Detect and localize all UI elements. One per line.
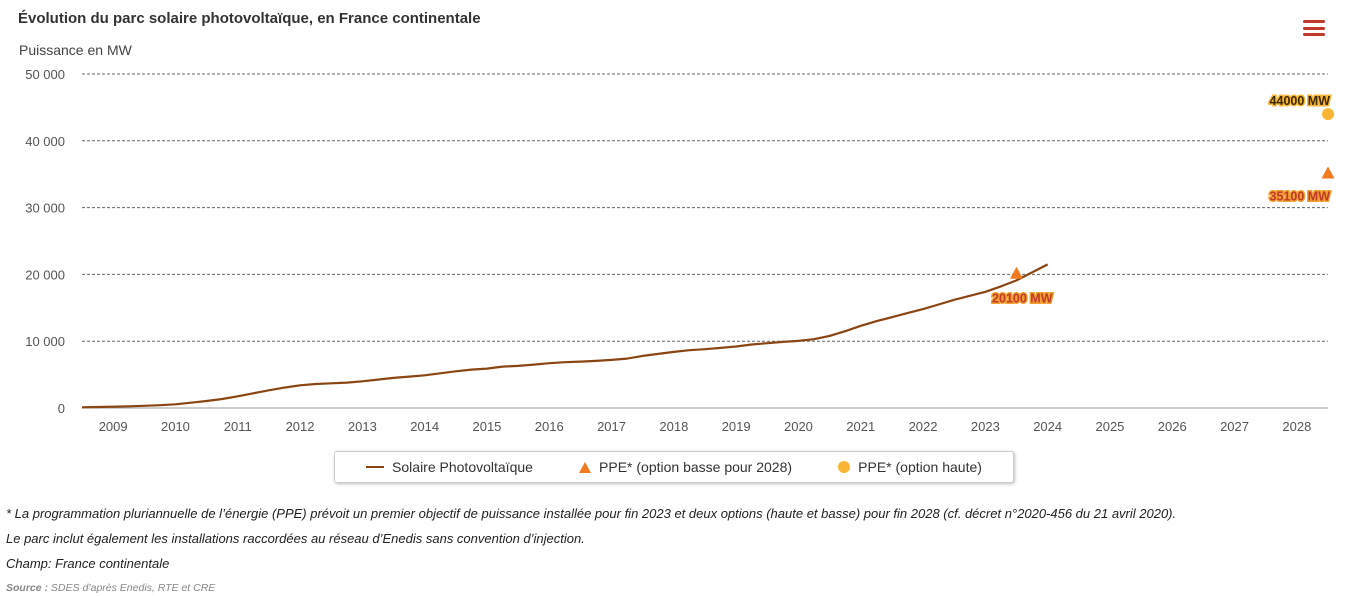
y-tick-label: 0 — [58, 401, 65, 416]
triangle-swatch-icon — [579, 461, 592, 473]
x-tick-label: 2020 — [784, 419, 813, 434]
source-line: Source : SDES d’après Enedis, RTE et CRE — [6, 582, 215, 594]
y-axis-title: Puissance en MW — [19, 42, 133, 58]
legend-label: Solaire Photovoltaïque — [392, 459, 533, 475]
data-label: 35100 MW — [1270, 190, 1331, 204]
x-tick-label: 2013 — [348, 419, 377, 434]
y-tick-label: 30 000 — [25, 201, 65, 216]
dot-marker — [1322, 108, 1334, 121]
x-tick-label: 2011 — [224, 419, 252, 434]
x-tick-label: 2012 — [286, 419, 315, 434]
x-tick-label: 2028 — [1282, 419, 1311, 434]
note-enedis: Le parc inclut également les installatio… — [6, 531, 585, 546]
chart-area: Puissance en MW 0 10 000 20 000 30 000 40 00… — [19, 42, 1335, 434]
legend-label: PPE* (option haute) — [858, 459, 982, 475]
x-tick-label: 2027 — [1220, 419, 1249, 434]
legend: Solaire Photovoltaïque PPE* (option bass… — [334, 451, 1014, 483]
legend-item-ppe-haute[interactable]: PPE* (option haute) — [838, 459, 982, 475]
menu-bar — [1303, 26, 1325, 30]
x-tick-label: 2025 — [1095, 419, 1124, 434]
x-tick-label: 2016 — [535, 419, 564, 434]
dot-swatch-icon — [838, 461, 851, 473]
x-tick-label: 2021 — [846, 419, 875, 434]
triangle-marker — [1010, 266, 1023, 279]
x-tick-label: 2024 — [1033, 419, 1062, 434]
x-tick-label: 2015 — [472, 419, 501, 434]
line-swatch-icon — [366, 466, 385, 468]
note-ppe: * La programmation pluriannuelle de l’én… — [6, 506, 1177, 521]
source-text: SDES d’après Enedis, RTE et CRE — [48, 582, 216, 594]
x-tick-label: 2009 — [99, 419, 128, 434]
x-tick-label: 2018 — [659, 419, 688, 434]
chart-title: Évolution du parc solaire photovoltaïque… — [18, 10, 481, 27]
x-tick-label: 2014 — [410, 419, 439, 434]
y-tick-label: 40 000 — [25, 134, 65, 149]
y-tick-label: 10 000 — [25, 334, 65, 349]
y-tick-label: 20 000 — [25, 267, 65, 282]
legend-item-solaire[interactable]: Solaire Photovoltaïque — [366, 459, 533, 475]
x-tick-label: 2026 — [1158, 419, 1187, 434]
triangle-marker — [1321, 166, 1335, 179]
legend-item-ppe-basse[interactable]: PPE* (option basse pour 2028) — [579, 459, 792, 475]
data-label: 44000 MW — [1270, 94, 1331, 108]
x-tick-label: 2019 — [722, 419, 751, 434]
hamburger-menu-icon[interactable] — [1303, 20, 1325, 38]
data-label: 20100 MW — [992, 292, 1053, 306]
x-tick-label: 2022 — [909, 419, 938, 434]
legend-label: PPE* (option basse pour 2028) — [599, 459, 793, 475]
x-tick-label: 2010 — [161, 419, 190, 434]
x-tick-label: 2017 — [597, 419, 626, 434]
menu-bar — [1303, 33, 1325, 36]
note-champ: Champ: France continentale — [6, 556, 170, 571]
menu-bar — [1303, 20, 1325, 23]
series-line-solaire — [81, 263, 1049, 409]
chart-notes: * La programmation pluriannuelle de l’én… — [6, 505, 1176, 580]
x-tick-label: 2023 — [971, 419, 1000, 434]
y-tick-label: 50 000 — [25, 67, 65, 82]
source-label: Source : — [6, 582, 49, 594]
